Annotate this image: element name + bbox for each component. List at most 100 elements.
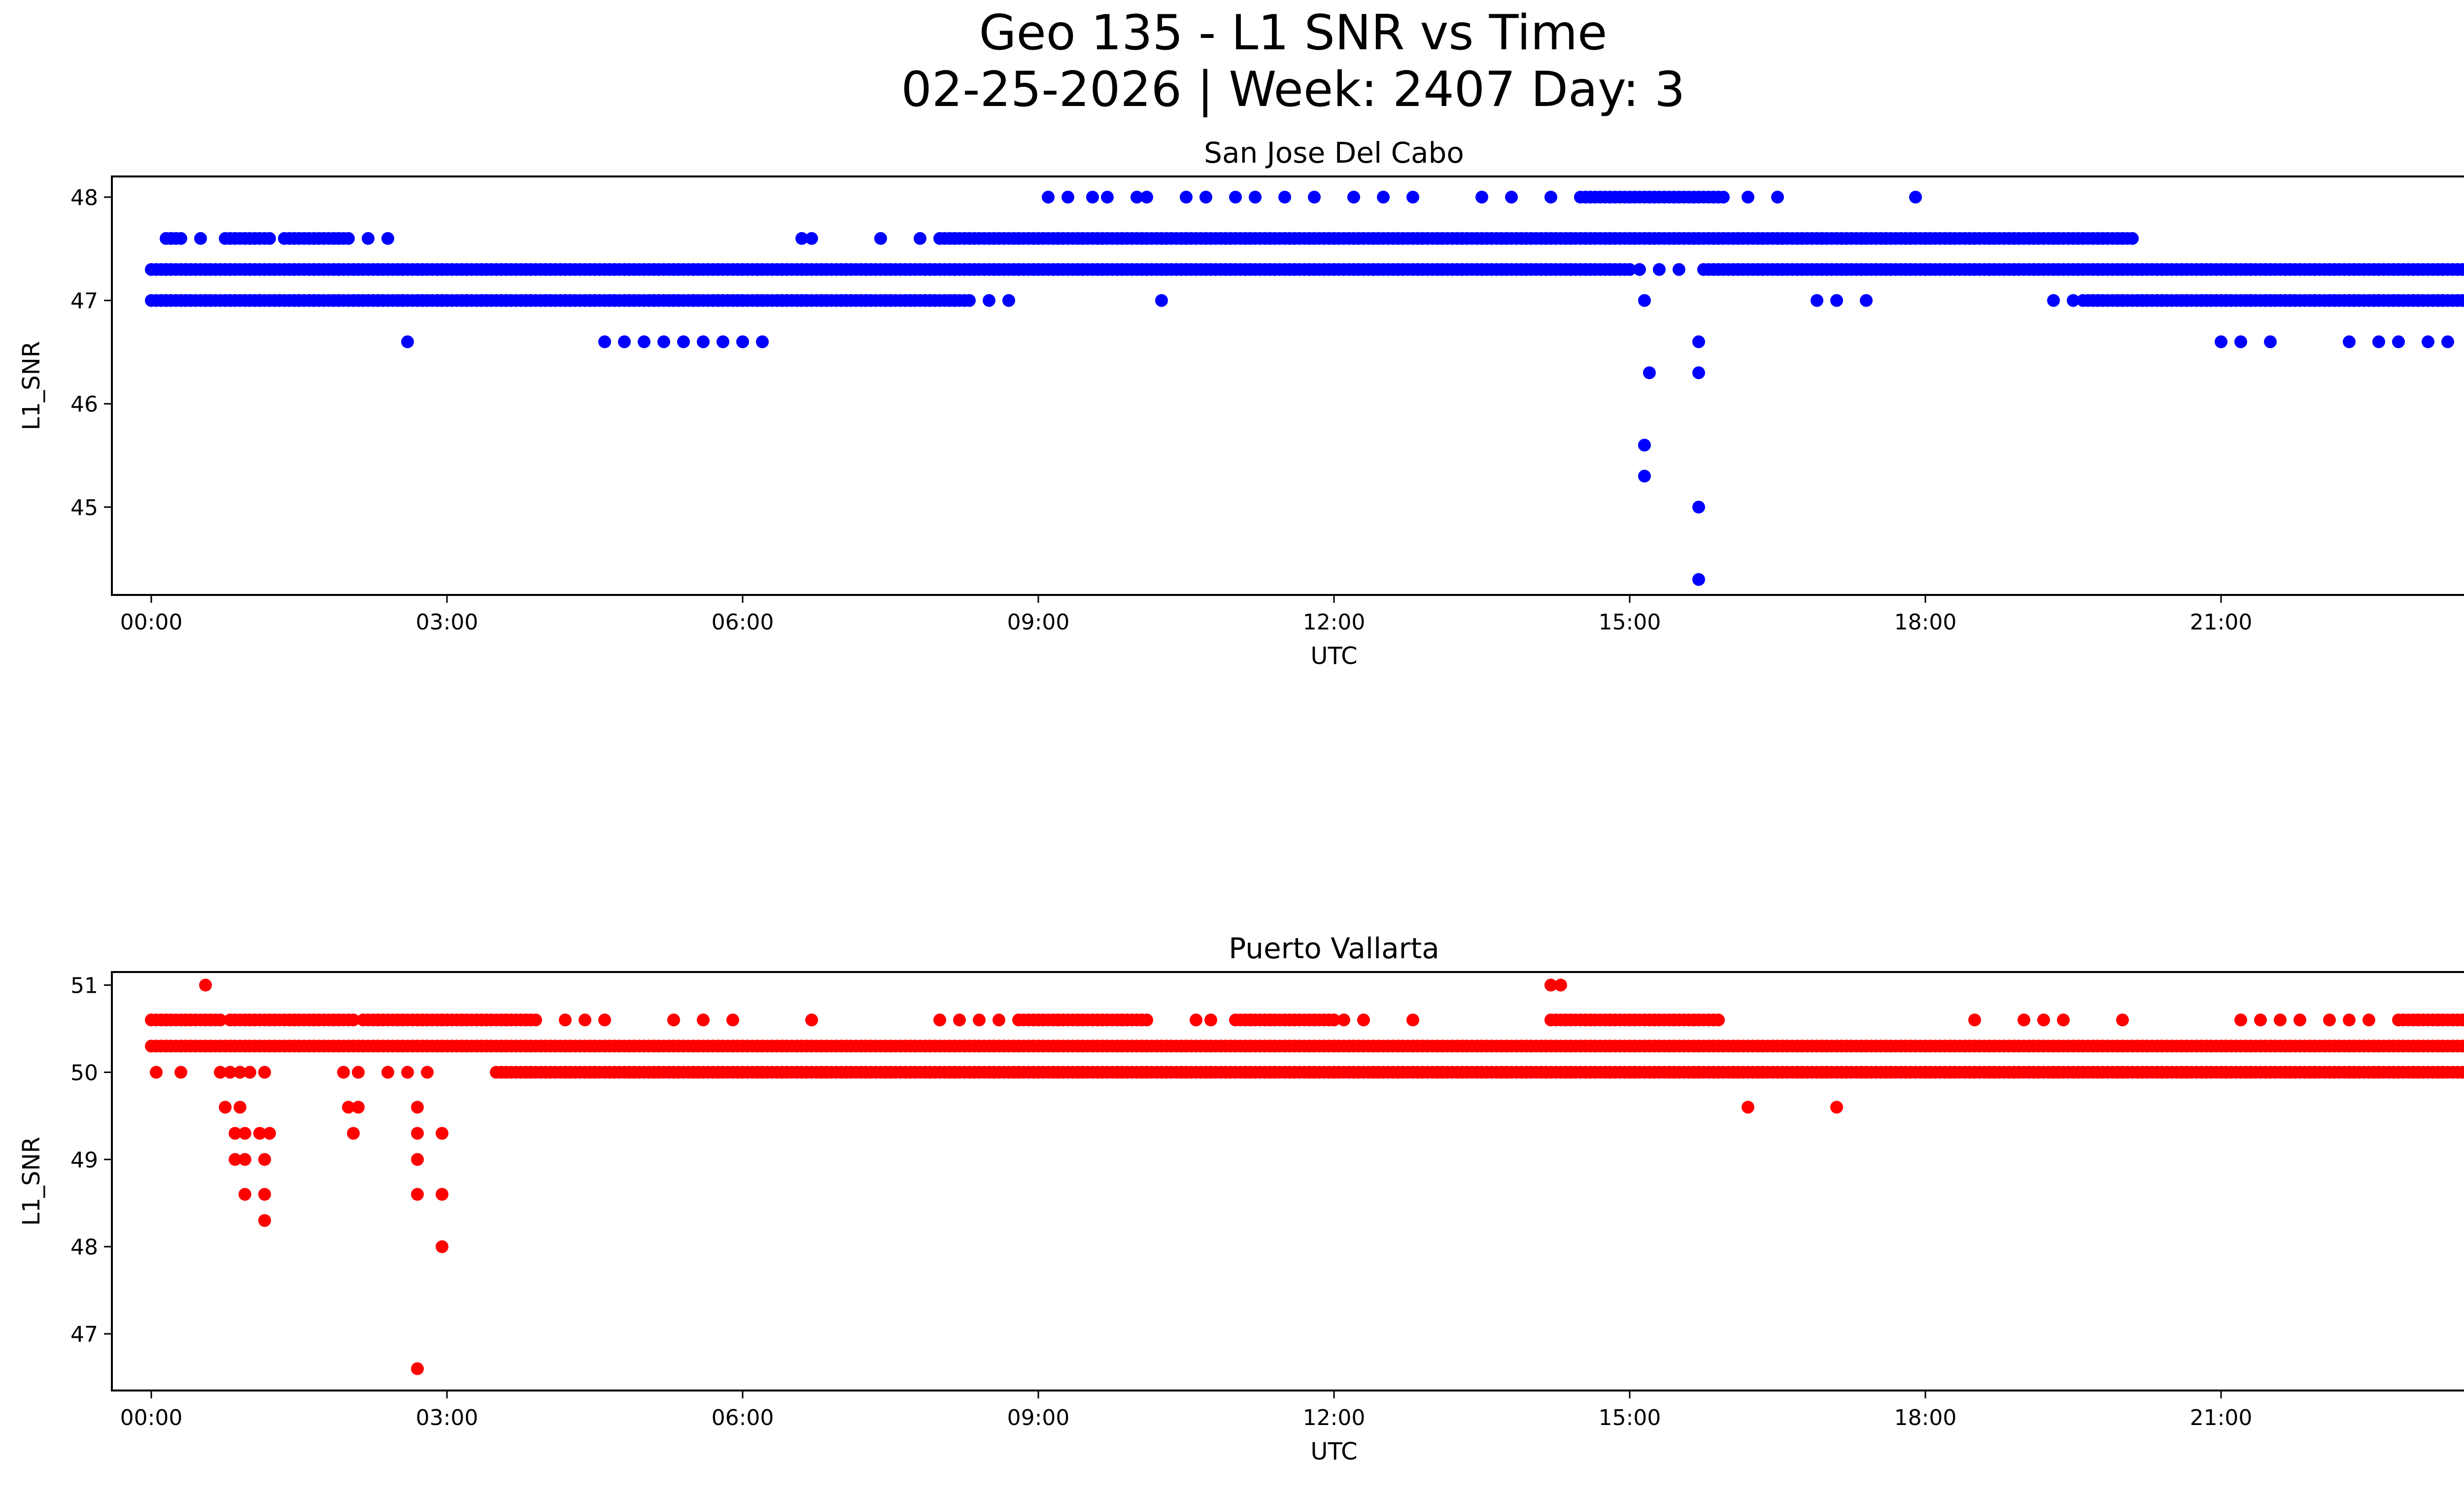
data-point bbox=[579, 1013, 591, 1027]
y-axis-label: L1_SNR bbox=[18, 341, 45, 430]
data-point bbox=[1860, 294, 1873, 307]
data-point bbox=[1475, 190, 1488, 204]
data-point bbox=[436, 1127, 448, 1140]
data-point bbox=[224, 1066, 237, 1079]
data-point bbox=[293, 294, 306, 307]
data-run bbox=[219, 232, 276, 245]
data-point bbox=[2343, 1013, 2356, 1027]
data-run bbox=[1229, 1013, 1340, 1027]
subplot-title: San Jose Del Cabo bbox=[1204, 136, 1464, 170]
data-run bbox=[145, 1040, 2464, 1053]
data-point bbox=[219, 1101, 232, 1114]
data-point bbox=[253, 1127, 266, 1140]
data-point bbox=[2343, 335, 2356, 348]
data-point bbox=[2234, 335, 2247, 348]
data-point bbox=[726, 1013, 739, 1027]
data-point bbox=[2254, 1013, 2267, 1027]
data-point bbox=[1086, 190, 1099, 204]
data-point bbox=[1623, 263, 1636, 276]
data-point bbox=[1204, 1013, 1217, 1027]
data-point bbox=[243, 1066, 256, 1079]
data-point bbox=[598, 335, 611, 348]
data-point bbox=[697, 1013, 710, 1027]
data-point bbox=[1692, 573, 1705, 586]
data-run bbox=[278, 232, 350, 245]
y-tick-label: 45 bbox=[70, 495, 98, 521]
x-tick-label: 21:00 bbox=[2190, 610, 2253, 635]
data-point bbox=[1712, 1013, 1725, 1027]
data-point bbox=[1554, 978, 1567, 992]
data-point bbox=[347, 1013, 360, 1027]
y-tick-label: 46 bbox=[70, 392, 98, 417]
data-point bbox=[1190, 1013, 1202, 1027]
data-point bbox=[2461, 264, 2464, 275]
data-point bbox=[933, 1013, 946, 1027]
data-point bbox=[1638, 294, 1651, 307]
y-tick-label: 47 bbox=[70, 289, 98, 314]
data-point bbox=[1673, 263, 1685, 276]
data-point bbox=[598, 1013, 611, 1027]
data-point bbox=[2057, 1013, 2070, 1027]
data-point bbox=[1909, 190, 1922, 204]
data-point bbox=[258, 1066, 271, 1079]
data-point bbox=[174, 1066, 187, 1079]
data-point bbox=[1406, 1013, 1419, 1027]
data-point bbox=[1544, 190, 1557, 204]
data-point bbox=[2018, 1013, 2030, 1027]
x-tick-label: 12:00 bbox=[1303, 1405, 1366, 1430]
data-point bbox=[1101, 190, 1114, 204]
data-point bbox=[2461, 1041, 2464, 1052]
data-point bbox=[1830, 1101, 1843, 1114]
data-point bbox=[214, 1013, 227, 1027]
data-point bbox=[347, 1127, 360, 1140]
data-point bbox=[992, 1013, 1005, 1027]
data-point bbox=[1347, 190, 1360, 204]
subplot-title: Puerto Vallarta bbox=[1229, 932, 1439, 965]
data-point bbox=[2067, 294, 2080, 307]
data-run bbox=[145, 263, 1636, 276]
data-point bbox=[436, 1188, 448, 1201]
data-point bbox=[1544, 978, 1557, 992]
data-point bbox=[401, 335, 414, 348]
data-point bbox=[401, 1066, 414, 1079]
data-point bbox=[2323, 1013, 2336, 1027]
data-point bbox=[1377, 190, 1390, 204]
data-point bbox=[973, 1013, 986, 1027]
data-point bbox=[795, 232, 808, 245]
data-point bbox=[150, 1066, 163, 1079]
data-point bbox=[2116, 1013, 2129, 1027]
data-point bbox=[2372, 335, 2385, 348]
data-point bbox=[1042, 190, 1055, 204]
data-point bbox=[234, 1101, 246, 1114]
data-point bbox=[234, 1066, 246, 1079]
x-tick-label: 00:00 bbox=[120, 610, 183, 635]
data-point bbox=[1692, 335, 1705, 348]
y-tick-label: 51 bbox=[70, 973, 98, 999]
data-run bbox=[1544, 1013, 1725, 1027]
data-point bbox=[1308, 190, 1321, 204]
data-point bbox=[352, 1101, 365, 1114]
data-point bbox=[667, 1013, 680, 1027]
data-point bbox=[1811, 294, 1823, 307]
data-point bbox=[1830, 294, 1843, 307]
data-point bbox=[638, 335, 650, 348]
data-point bbox=[411, 1362, 424, 1375]
data-point bbox=[1140, 1013, 1153, 1027]
data-point bbox=[194, 232, 207, 245]
data-point bbox=[677, 335, 690, 348]
data-point bbox=[1717, 190, 1730, 204]
data-run bbox=[145, 294, 976, 307]
x-axis-label: UTC bbox=[1310, 642, 1357, 670]
data-point bbox=[253, 294, 266, 307]
y-tick-label: 47 bbox=[70, 1322, 98, 1347]
data-point bbox=[2274, 1013, 2287, 1027]
data-point bbox=[805, 232, 818, 245]
data-point bbox=[411, 1101, 424, 1114]
x-tick-label: 00:00 bbox=[120, 1405, 183, 1430]
data-run bbox=[2077, 294, 2464, 307]
data-point bbox=[657, 335, 670, 348]
data-point bbox=[337, 1066, 350, 1079]
data-point bbox=[963, 294, 976, 307]
data-point bbox=[874, 232, 887, 245]
